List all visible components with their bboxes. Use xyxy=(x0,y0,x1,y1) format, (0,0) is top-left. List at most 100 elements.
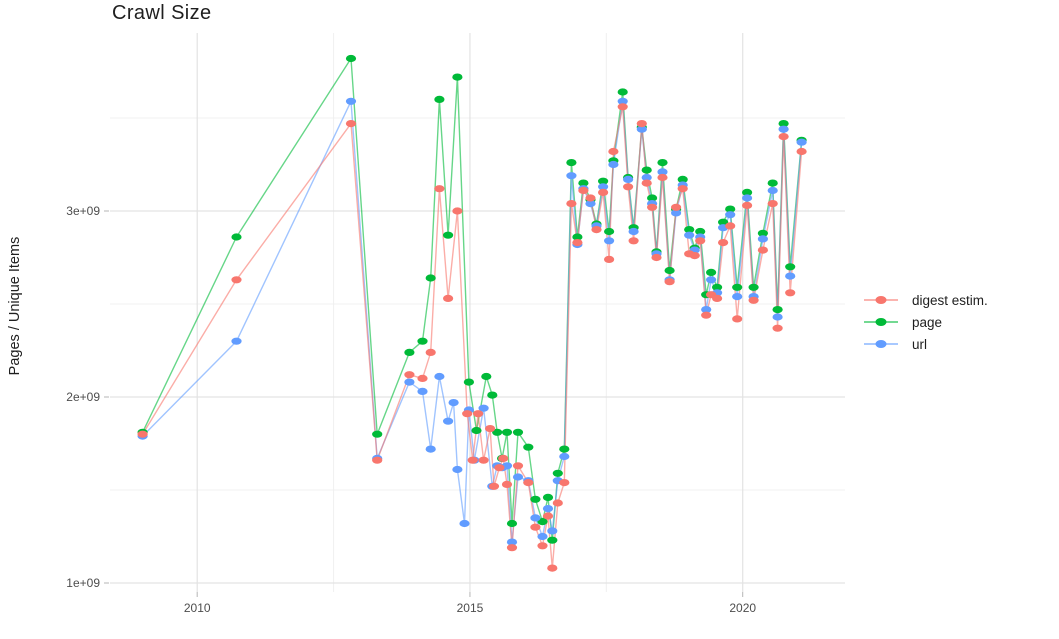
data-point-digest-estim- xyxy=(552,499,563,507)
legend-label-page: page xyxy=(912,314,943,330)
data-point-page xyxy=(617,88,628,96)
chart-title: Crawl Size xyxy=(112,2,212,24)
data-point-page xyxy=(443,231,454,239)
x-tick-label: 2015 xyxy=(457,601,484,615)
data-point-digest-estim- xyxy=(559,479,570,487)
data-point-page xyxy=(718,218,729,226)
data-point-digest-estim- xyxy=(542,512,554,520)
data-point-digest-estim- xyxy=(641,179,652,187)
legend-item-page: page xyxy=(862,311,988,333)
series-line-page xyxy=(141,57,803,541)
data-point-digest-estim- xyxy=(585,194,596,202)
data-point-digest-estim- xyxy=(572,239,583,247)
data-point-url xyxy=(628,227,639,236)
data-point-digest-estim- xyxy=(473,410,484,418)
data-point-digest-estim- xyxy=(537,542,548,550)
data-point-page xyxy=(725,205,736,213)
data-point-url xyxy=(598,183,609,191)
data-point-url xyxy=(345,97,357,105)
data-point-page xyxy=(785,263,796,271)
data-point-page xyxy=(452,73,463,81)
data-point-page xyxy=(547,536,558,544)
data-point-page xyxy=(598,177,609,185)
x-tick-label: 2020 xyxy=(729,601,756,615)
data-point-digest-estim- xyxy=(742,201,753,209)
data-point-digest-estim- xyxy=(566,200,577,208)
data-point-page xyxy=(404,348,415,356)
data-point-page xyxy=(559,445,570,453)
data-point-url xyxy=(701,306,712,314)
data-point-digest-estim- xyxy=(494,464,505,472)
data-point-digest-estim- xyxy=(478,456,489,464)
data-point-url xyxy=(684,231,695,239)
series-line-digest-estim- xyxy=(142,106,803,569)
data-point-page xyxy=(604,227,615,236)
series-line-url xyxy=(142,100,803,543)
data-point-url xyxy=(542,505,554,513)
data-point-digest-estim- xyxy=(664,278,675,286)
data-point-page xyxy=(542,493,554,501)
data-point-digest-estim- xyxy=(617,103,628,111)
data-point-digest-estim- xyxy=(547,564,558,572)
data-point-digest-estim- xyxy=(523,479,534,487)
data-point-url xyxy=(623,175,634,183)
data-point-digest-estim- xyxy=(718,239,729,247)
data-point-url xyxy=(671,209,682,217)
data-point-url xyxy=(434,372,445,381)
data-point-page xyxy=(481,372,492,381)
data-point-url xyxy=(732,293,743,301)
data-point-page xyxy=(463,378,474,386)
data-point-page xyxy=(552,469,563,477)
data-point-url xyxy=(767,186,778,195)
data-point-url xyxy=(443,417,454,425)
data-point-url xyxy=(657,168,668,176)
legend-item-url: url xyxy=(862,333,988,355)
data-point-digest-estim- xyxy=(137,430,148,438)
data-point-page xyxy=(537,518,548,526)
data-point-digest-estim- xyxy=(372,456,383,464)
data-point-url xyxy=(452,465,463,474)
data-point-digest-estim- xyxy=(512,462,524,470)
data-point-digest-estim- xyxy=(404,371,415,379)
data-point-page xyxy=(492,428,503,436)
data-point-page xyxy=(706,268,717,276)
legend-key-dot xyxy=(875,318,887,326)
data-point-digest-estim- xyxy=(467,456,478,464)
data-point-digest-estim- xyxy=(462,410,473,418)
data-point-page xyxy=(647,194,658,202)
data-point-digest-estim- xyxy=(598,188,609,196)
data-point-digest-estim- xyxy=(671,203,682,211)
data-point-digest-estim- xyxy=(796,147,807,156)
data-point-page xyxy=(748,283,759,291)
data-point-page xyxy=(695,227,706,236)
data-point-url xyxy=(796,138,807,146)
data-point-digest-estim- xyxy=(647,203,658,211)
data-point-digest-estim- xyxy=(578,186,589,195)
legend-key-url-icon xyxy=(864,340,898,348)
data-point-url xyxy=(604,237,615,245)
data-point-page xyxy=(471,426,482,435)
data-point-digest-estim- xyxy=(778,133,789,141)
data-point-page xyxy=(578,179,589,187)
data-point-url xyxy=(459,519,470,528)
data-point-page xyxy=(664,266,675,275)
data-point-page xyxy=(572,233,583,241)
data-point-page xyxy=(501,428,513,436)
data-point-url xyxy=(725,211,736,219)
data-point-digest-estim- xyxy=(623,183,634,191)
data-point-url xyxy=(585,200,596,208)
data-point-page xyxy=(772,306,783,314)
data-point-digest-estim- xyxy=(636,120,647,128)
data-point-url xyxy=(425,445,436,453)
legend-label-url: url xyxy=(912,336,928,352)
data-point-page xyxy=(732,283,743,291)
legend-key-dot xyxy=(875,340,887,348)
data-point-url xyxy=(636,125,647,133)
data-point-digest-estim- xyxy=(501,480,513,488)
data-point-digest-estim- xyxy=(748,296,759,304)
data-point-page xyxy=(434,95,445,103)
data-point-page xyxy=(530,495,541,503)
data-point-digest-estim- xyxy=(701,311,712,319)
data-point-url xyxy=(785,272,796,280)
